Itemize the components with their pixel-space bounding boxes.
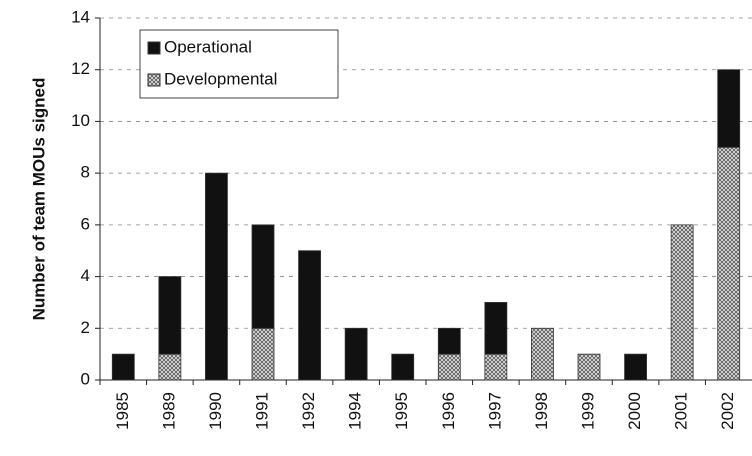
bar-segment: [111, 353, 135, 381]
x-tick-label: 1992: [299, 392, 318, 430]
bar-segment: [391, 353, 415, 381]
legend-box: [139, 29, 339, 99]
bar-segment: [344, 327, 368, 381]
bar-segment: [484, 353, 508, 381]
legend-label: Operational: [164, 37, 252, 56]
y-tick-label: 8: [81, 163, 90, 182]
bar-segment: [531, 327, 554, 381]
bar-segment: [670, 224, 694, 381]
legend-label: Developmental: [164, 69, 277, 88]
bar-segment: [251, 327, 275, 381]
y-tick-label: 14: [71, 7, 90, 26]
bar-segment: [205, 172, 228, 381]
y-tick-label: 10: [71, 111, 90, 130]
bar-segment: [158, 353, 182, 381]
bar-segment: [437, 353, 461, 381]
x-tick-label: 1991: [252, 392, 271, 430]
legend-swatch: [147, 41, 161, 55]
y-tick-label: 12: [71, 59, 90, 78]
x-tick-label: 2001: [672, 392, 691, 430]
x-tick-label: 1999: [578, 392, 597, 430]
bar-segment: [717, 69, 741, 148]
y-axis-title: Number of team MOUs signed: [29, 78, 48, 321]
y-tick-label: 6: [81, 214, 90, 233]
x-tick-label: 1996: [439, 392, 458, 430]
y-tick-label: 4: [81, 266, 90, 285]
x-tick-label: 1985: [113, 392, 132, 430]
x-tick-label: 1998: [532, 392, 551, 430]
bar-segment: [577, 353, 601, 381]
bar-segment: [251, 224, 275, 329]
x-tick-label: 2000: [625, 392, 644, 430]
x-tick-label: 1989: [159, 392, 178, 430]
x-tick-label: 1994: [346, 392, 365, 430]
bar-segment: [298, 250, 321, 381]
bar-segment: [437, 327, 461, 355]
legend-swatch: [147, 73, 161, 87]
bar-segment: [624, 353, 647, 381]
bar-segment: [158, 276, 182, 355]
bar-segment: [717, 146, 741, 381]
x-tick-label: 1990: [206, 392, 225, 430]
x-tick-label: 1997: [485, 392, 504, 430]
y-tick-label: 0: [81, 369, 90, 388]
x-tick-label: 1995: [392, 392, 411, 430]
y-tick-label: 2: [81, 318, 90, 337]
x-tick-label: 2002: [718, 392, 737, 430]
bar-segment: [484, 302, 508, 355]
